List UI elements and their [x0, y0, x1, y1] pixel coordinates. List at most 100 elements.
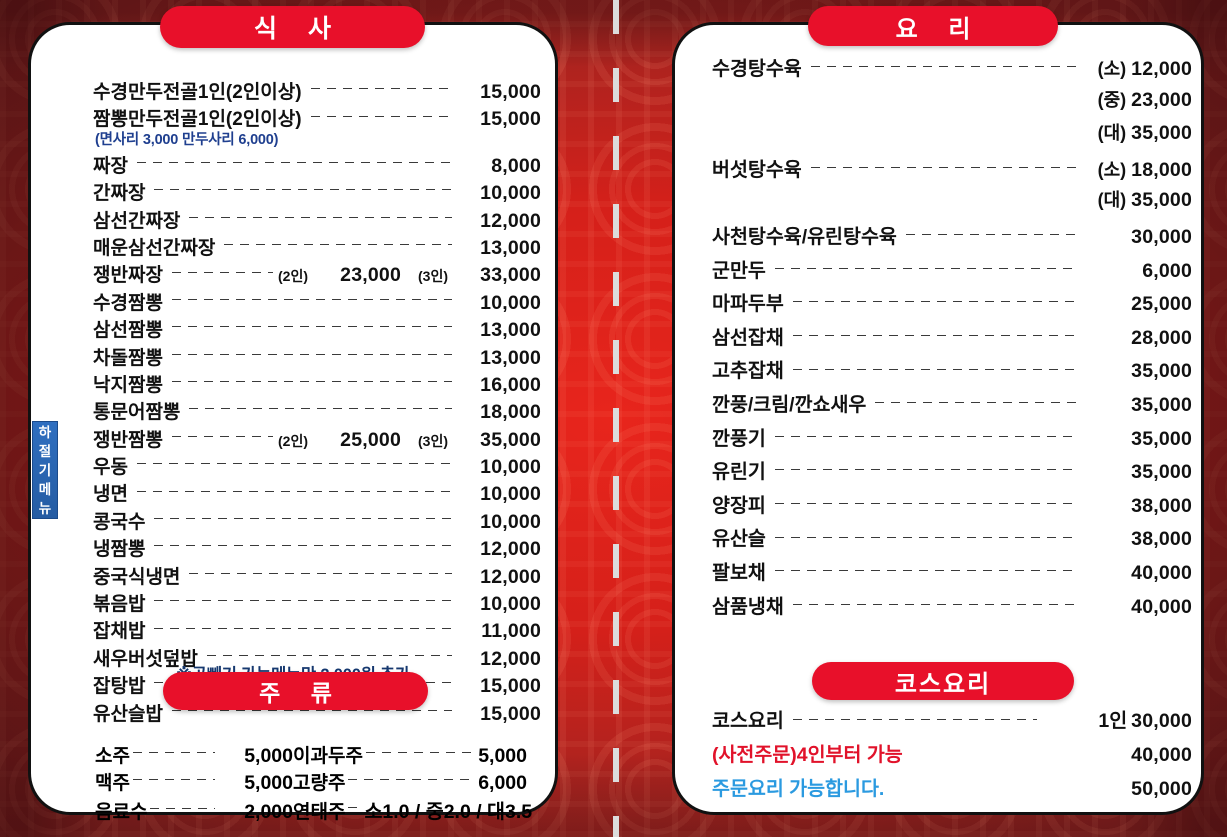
price-group: 50,000 — [1042, 778, 1192, 801]
dot-leader — [171, 709, 452, 711]
drink-row: 음료수 2,000 연태주 소1.0 / 중2.0 / 대3.5 — [95, 795, 532, 824]
summer-tab-char: 절 — [38, 443, 52, 459]
menu-item-name: 깐풍/크림/깐쇼새우 — [712, 393, 867, 416]
menu-item-name: 팔보채 — [712, 561, 766, 584]
dot-leader — [348, 807, 359, 808]
menu-row: 마파두부 25,000 — [712, 287, 1192, 321]
menu-item-price: 13,000 — [480, 236, 541, 259]
menu-item-price: 18,000 — [1131, 158, 1192, 181]
menu-row: 짜장 8,000 — [93, 151, 541, 178]
course-list: 코스요리 1인 30,000 (사전주문)4인부터 가능 40,000 주문요리 가능합니… — [712, 704, 1192, 806]
menu-item-name: 유린기 — [712, 461, 766, 484]
dot-leader — [721, 133, 1079, 134]
menu-row: 사천탕수육/유린탕수육 30,000 — [712, 220, 1192, 254]
course-price: 30,000 — [1131, 710, 1192, 732]
menu-row: 매운삼선간짜장 13,000 — [93, 233, 541, 260]
price-group: 40,000 — [1084, 562, 1192, 585]
price-group: (소) 12,000 — [1084, 55, 1192, 81]
menu-item-name: 양장피 — [712, 494, 766, 517]
menu-item-name: 우동 — [93, 457, 128, 479]
dot-leader — [774, 267, 1079, 269]
menu-row: 잡채밥 11,000 — [93, 616, 541, 643]
size-label: (소) — [1097, 159, 1127, 180]
course-price: 50,000 — [1131, 778, 1192, 800]
menu-item-price: 10,000 — [480, 456, 541, 479]
menu-item-price: 28,000 — [1131, 326, 1192, 349]
menu-item-name: 쟁반짬뽕 — [93, 429, 163, 451]
price-group: 35,000 — [1084, 394, 1192, 417]
dot-leader — [132, 752, 215, 753]
menu-item-price: 11,000 — [481, 620, 541, 643]
drink-price: 소1.0 / 중2.0 / 대3.5 — [364, 801, 533, 823]
menu-row: 수경짬뽕 10,000 — [93, 288, 541, 315]
dot-leader — [154, 600, 452, 602]
section-title-dishes: 요 리 — [808, 6, 1058, 46]
drink-name: 연태주 — [293, 802, 346, 823]
dot-leader — [136, 490, 452, 492]
size-label: (소) — [1097, 59, 1127, 79]
drink-name: 맥주 — [95, 773, 130, 794]
dot-leader — [774, 570, 1079, 572]
menu-row: 수경탕수육 (소) 12,000 — [712, 52, 1192, 86]
menu-item-name: 콩국수 — [93, 511, 146, 533]
dot-leader — [774, 503, 1079, 505]
menu-item-name: 수경짬뽕 — [93, 292, 163, 314]
section-title-course: 코스요리 — [812, 662, 1074, 700]
menu-item-price: 40,000 — [1131, 595, 1192, 618]
dot-leader — [171, 326, 452, 328]
menu-row: 차돌짬뽕 13,000 — [93, 343, 541, 370]
menu-row: 삼선짬뽕 13,000 — [93, 315, 541, 342]
dot-leader — [189, 572, 452, 574]
price-group: (소) 18,000 — [1084, 156, 1192, 182]
menu-item-name: 삼품냉채 — [712, 595, 784, 618]
menu-item-name: 마파두부 — [712, 293, 784, 316]
multi-price: (2인) 23,000 (3인) 33,000 — [278, 264, 541, 287]
menu-item-name: 중국식냉면 — [93, 566, 181, 588]
dot-leader — [792, 335, 1079, 337]
dot-leader — [905, 234, 1079, 236]
drink-name: 이과두주 — [293, 746, 363, 767]
price-group: 25,000 — [1084, 293, 1192, 316]
summer-tab-char: 뉴 — [38, 500, 52, 516]
menu-item-price: 12,000 — [480, 565, 541, 588]
multi-price: (2인) 25,000 (3인) 35,000 — [278, 429, 541, 452]
menu-item-price: 15,000 — [480, 81, 541, 103]
menu-item-price: 40,000 — [1131, 561, 1192, 584]
menu-item-name: 삼선간짜장 — [93, 210, 181, 232]
menu-item-price: 12,000 — [480, 647, 541, 670]
menu-item-name: 삼선잡채 — [712, 326, 784, 349]
dot-leader — [136, 161, 452, 163]
dot-leader — [171, 435, 273, 437]
summer-tab-char: 메 — [38, 481, 52, 497]
menu-item-price: 15,000 — [480, 702, 541, 725]
dot-leader — [310, 88, 452, 90]
menu-item-name: 냉짬뽕 — [93, 539, 146, 561]
dot-leader — [154, 189, 452, 191]
course-row: 주문요리 가능합니다. 50,000 — [712, 772, 1192, 806]
dot-leader — [792, 301, 1079, 303]
menu-item-price: 23,000 — [1131, 88, 1192, 111]
menu-item-price: 38,000 — [1131, 494, 1192, 517]
menu-item-price: 10,000 — [480, 510, 541, 533]
drink-name: 고량주 — [293, 773, 346, 794]
size-label: (대) — [1097, 190, 1127, 211]
menu-row: 깐풍/크림/깐쇼새우 35,000 — [712, 388, 1192, 422]
portion-label: (3인) — [418, 432, 448, 449]
dot-leader — [912, 753, 1037, 754]
menu-item-name: 깐풍기 — [712, 427, 766, 450]
menu-row: 깐풍기 35,000 — [712, 422, 1192, 456]
drink-cell: 소주 5,000 — [95, 741, 293, 768]
menu-item-price: 18,000 — [480, 401, 541, 424]
drink-cell: 맥주 5,000 — [95, 768, 293, 795]
dot-leader — [810, 66, 1079, 68]
course-name: (사전주문)4인부터 가능 — [712, 744, 903, 766]
menu-item-name: 냉면 — [93, 484, 128, 506]
dot-leader — [150, 808, 215, 809]
drink-cell: 음료수 2,000 — [95, 797, 293, 824]
dot-leader — [774, 469, 1079, 471]
menu-item-price: 25,000 — [340, 428, 401, 451]
menu-item-price: 13,000 — [480, 346, 541, 369]
price-group: 1인 30,000 — [1042, 704, 1192, 733]
menu-row: (중) 23,000 — [712, 86, 1192, 120]
